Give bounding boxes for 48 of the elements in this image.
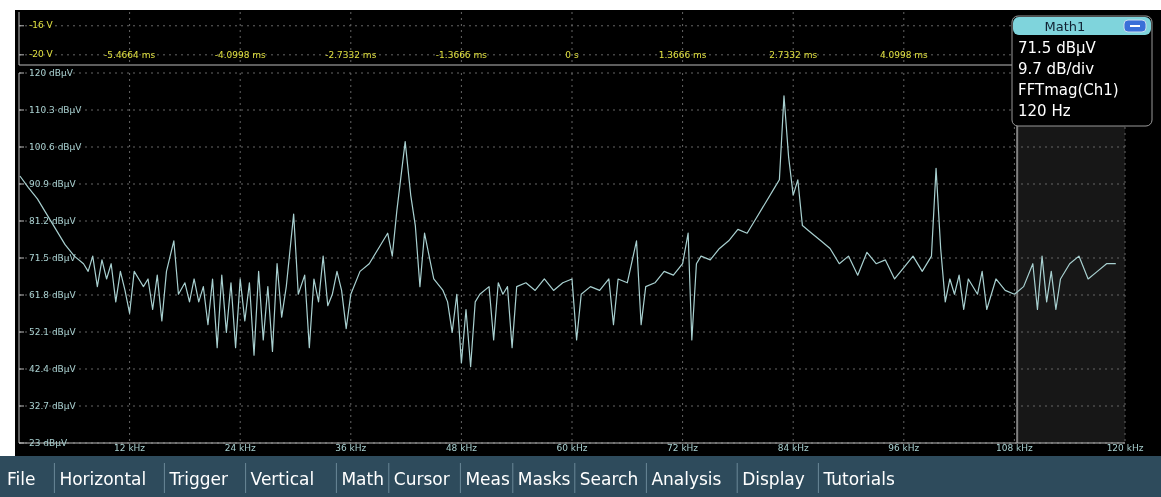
annotation: 9.7 dB/div xyxy=(1018,60,1095,78)
annotation: 120 Hz xyxy=(1018,102,1071,120)
text: Trigger xyxy=(168,469,229,489)
x-tick-label: 120 kHz xyxy=(1106,443,1144,453)
y-tick-label: 23 dBµV xyxy=(29,437,68,448)
y-tick-label: 90.9 dBµV xyxy=(29,178,77,189)
x-tick-label: 96 kHz xyxy=(888,443,920,453)
x-tick-label: 72 kHz xyxy=(667,443,699,453)
y-tick-label: 110.3 dBµV xyxy=(29,104,83,115)
y-tick-label: 71.5 dBµV xyxy=(29,252,77,263)
annotation: FFTmag(Ch1) xyxy=(1018,81,1119,99)
text: File xyxy=(7,469,36,489)
x-tick-label: -1.3666 ms xyxy=(435,50,488,60)
x-tick-label: 84 kHz xyxy=(777,443,809,453)
y-tick-label: 32.7 dBµV xyxy=(29,400,77,411)
annotation: 71.5 dBµV xyxy=(1018,39,1097,57)
x-tick-label: 36 kHz xyxy=(335,443,367,453)
x-tick-label: 12 kHz xyxy=(114,443,146,453)
y-tick-label: 61.8 dBµV xyxy=(29,289,77,300)
y-tick-label: 42.4 dBµV xyxy=(29,363,77,374)
text: Search xyxy=(579,469,639,489)
text: Tutorials xyxy=(822,469,895,489)
x-tick-label: 108 kHz xyxy=(996,443,1034,453)
x-tick-label: 48 kHz xyxy=(445,443,478,453)
x-tick-label: 1.3666 ms xyxy=(658,50,707,60)
text: Horizontal xyxy=(59,469,147,489)
text: Cursor xyxy=(393,469,450,489)
x-tick-label: 4.0998 ms xyxy=(879,50,929,60)
y-tick-label: 100.6 dBµV xyxy=(29,141,83,152)
y-tick-label: -16 V xyxy=(29,20,54,31)
text: Vertical xyxy=(250,469,315,489)
text: Analysis xyxy=(651,469,722,489)
x-tick-label: 60 kHz xyxy=(556,443,588,453)
x-tick-label: -2.7332 ms xyxy=(325,50,377,60)
x-tick-label: 2.7332 ms xyxy=(769,50,818,60)
x-tick-label: -5.4664 ms xyxy=(104,50,156,60)
text: Math xyxy=(341,469,384,489)
text: Meas xyxy=(465,469,510,489)
y-tick-label: 120 dBµV xyxy=(29,67,74,78)
y-tick-label: -20 V xyxy=(29,49,54,60)
x-tick-label: 24 kHz xyxy=(224,443,256,453)
text: Display xyxy=(742,469,805,489)
text: Masks xyxy=(517,469,571,489)
annotation: Math1 xyxy=(1044,19,1086,34)
x-tick-label: -4.0998 ms xyxy=(214,50,267,60)
y-tick-label: 81.2 dBµV xyxy=(29,215,77,226)
y-tick-label: 52.1 dBµV xyxy=(29,326,77,337)
x-tick-label: 0 s xyxy=(565,50,579,60)
